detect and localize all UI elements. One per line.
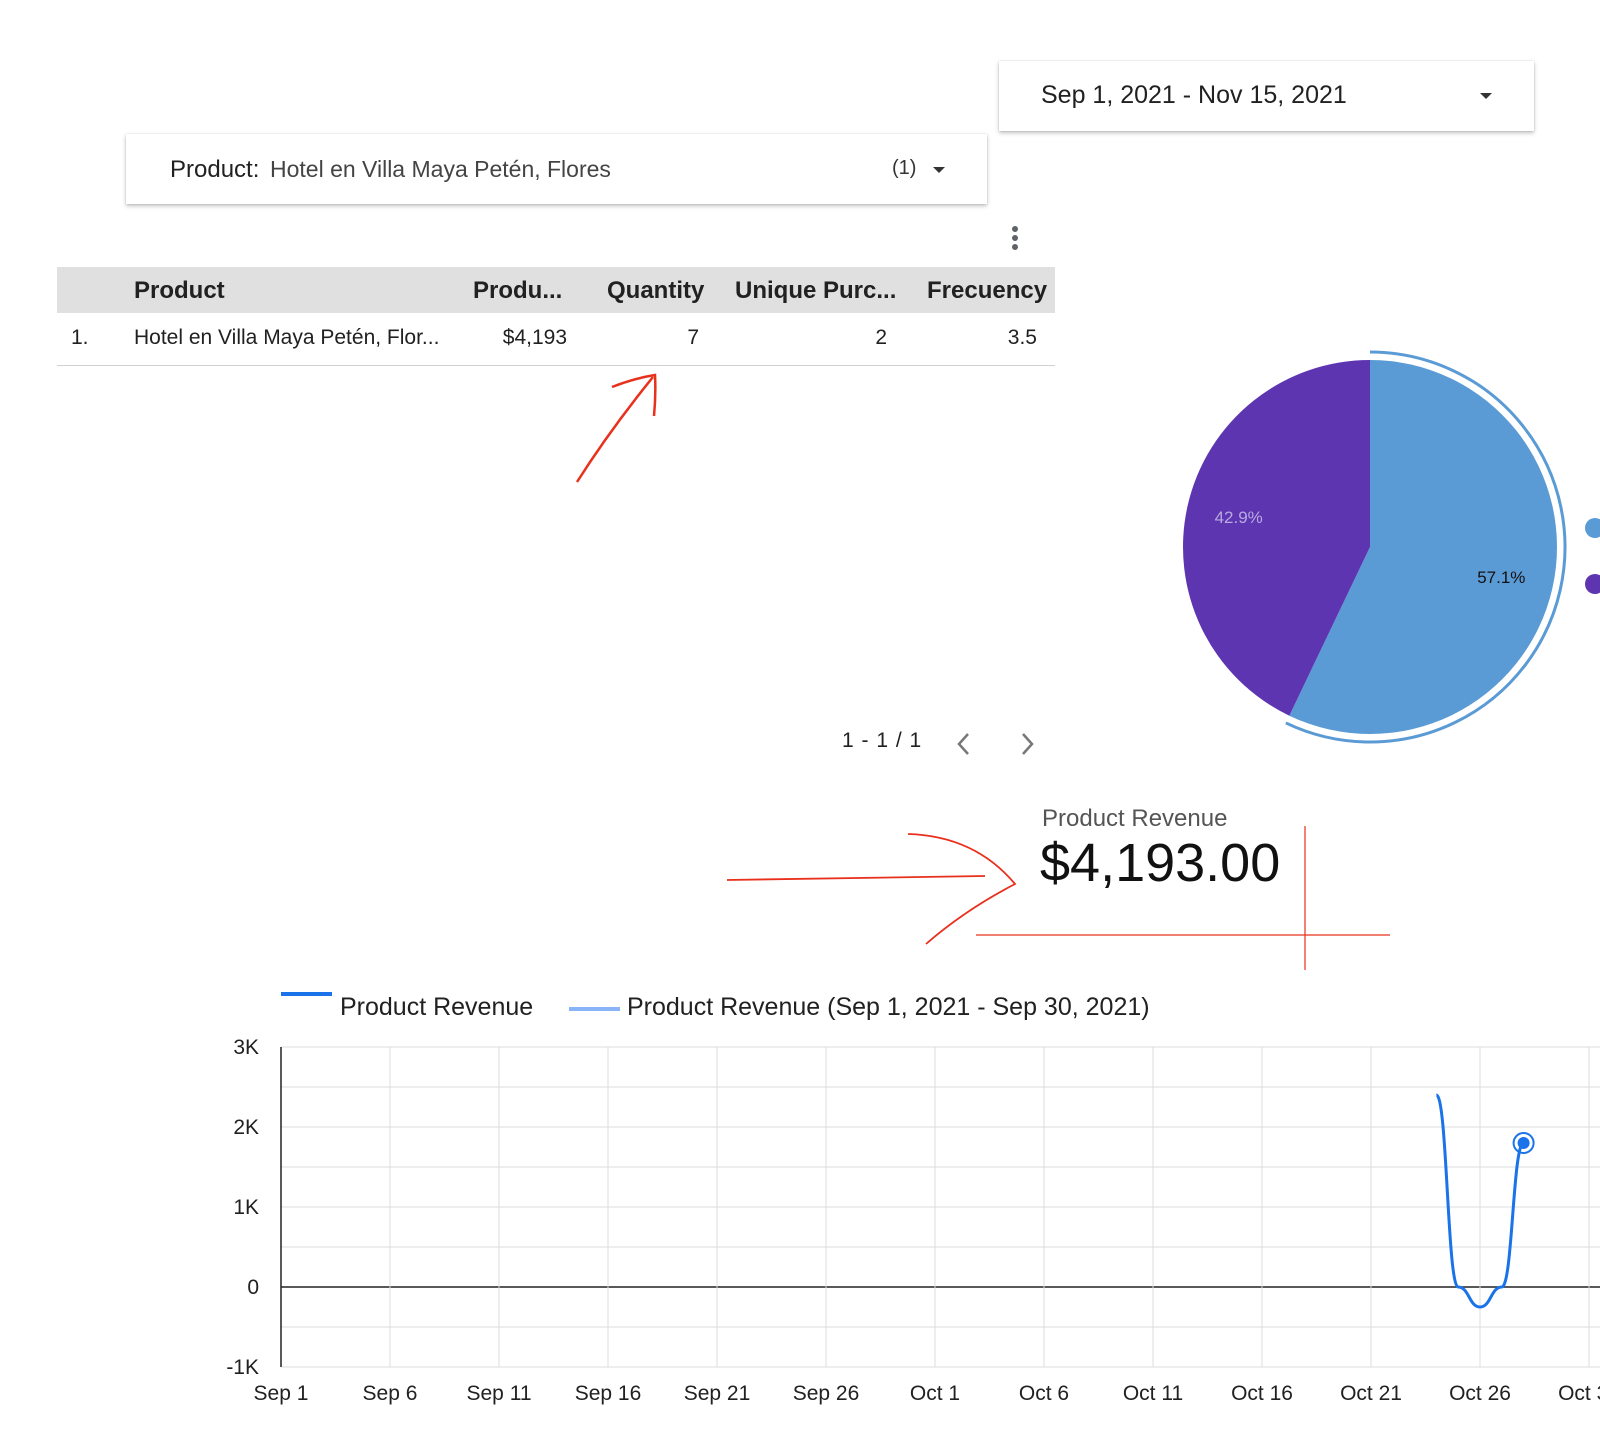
column-header-quantity[interactable]: Quantity <box>607 277 705 304</box>
column-header-revenue[interactable]: Produ... <box>473 277 563 304</box>
x-tick-label: Sep 11 <box>467 1382 532 1405</box>
pagination-text: 1 - 1 / 1 <box>842 729 923 752</box>
annotation-arrow-up <box>575 376 654 483</box>
chevron-right-icon[interactable] <box>1016 729 1038 759</box>
filter-label: Product: <box>170 156 260 183</box>
product-filter-control[interactable]: Product: Hotel en Villa Maya Petén, Flor… <box>126 134 987 204</box>
cell-frequency: 3.5 <box>1007 326 1037 349</box>
series-point[interactable] <box>1517 1137 1530 1149</box>
series-point-ring[interactable] <box>1512 1132 1535 1154</box>
column-header-frequency[interactable]: Frecuency <box>927 277 1048 304</box>
pie-chart: 57.1% 42.9% <box>1183 350 1600 744</box>
legend-swatch-comparison <box>569 1007 620 1011</box>
date-range-control[interactable]: Sep 1, 2021 - Nov 15, 2021 <box>999 61 1534 131</box>
x-tick-label: Sep 6 <box>363 1382 418 1405</box>
pie-slice[interactable] <box>1183 360 1370 716</box>
chevron-down-icon[interactable] <box>1480 93 1492 99</box>
pie-slice[interactable] <box>1289 360 1557 734</box>
column-header-product[interactable]: Product <box>134 277 225 304</box>
pie-slice-label: 42.9% <box>1215 508 1263 527</box>
x-tick-label: Sep 26 <box>793 1382 860 1405</box>
annotation-arrow-right <box>726 875 986 881</box>
x-tick-label: Oct 21 <box>1340 1382 1402 1405</box>
product-table: Product Produ... Quantity Unique Purc...… <box>57 267 1055 366</box>
column-header-unique-purchases[interactable]: Unique Purc... <box>735 277 897 304</box>
scorecard-value: $4,193.00 <box>1040 833 1281 893</box>
table-header: Product Produ... Quantity Unique Purc...… <box>57 267 1055 313</box>
row-index: 1. <box>71 326 89 349</box>
x-tick-label: Oct 16 <box>1231 1382 1293 1405</box>
x-tick-label: Oct 26 <box>1449 1382 1511 1405</box>
legend-label-primary: Product Revenue <box>340 993 534 1021</box>
date-range-value: Sep 1, 2021 - Nov 15, 2021 <box>1041 81 1347 109</box>
line-chart: Sep 1 Sep 6 Sep 11 Sep 16 Sep 21 Sep 26 Oct 1 O… <box>226 1036 1600 1405</box>
more-options-icon[interactable] <box>1008 226 1022 254</box>
x-tick-label: Sep 21 <box>684 1382 751 1405</box>
chevron-left-icon[interactable] <box>953 729 975 759</box>
x-tick-label: Oct 31 <box>1558 1382 1600 1405</box>
y-tick-label: 3K <box>233 1036 259 1059</box>
legend-swatch-primary <box>281 992 332 996</box>
legend-label-comparison: Product Revenue (Sep 1, 2021 - Sep 30, 2… <box>627 993 1150 1021</box>
pie-slice-label: 57.1% <box>1477 568 1525 587</box>
chevron-down-icon[interactable] <box>933 167 945 173</box>
x-tick-label: Oct 11 <box>1123 1382 1183 1405</box>
filter-count: (1) <box>892 157 917 179</box>
y-tick-label: 0 <box>247 1276 259 1299</box>
annotation-arrowhead <box>611 373 657 417</box>
cell-quantity: 7 <box>687 326 699 349</box>
y-tick-label: 2K <box>233 1116 259 1139</box>
series-line <box>1434 1093 1526 1309</box>
pie-highlight-arc <box>1285 350 1567 744</box>
y-tick-label: -1K <box>226 1356 259 1379</box>
filter-value: Hotel en Villa Maya Petén, Flores <box>270 156 611 182</box>
x-tick-label: Sep 16 <box>575 1382 642 1405</box>
cell-revenue: $4,193 <box>502 326 567 349</box>
table-row[interactable]: 1. Hotel en Villa Maya Petén, Flor... $4… <box>57 313 1055 366</box>
x-tick-label: Oct 6 <box>1019 1382 1069 1405</box>
scorecard-label: Product Revenue <box>1042 805 1228 832</box>
x-tick-label: Sep 1 <box>254 1382 309 1405</box>
pie-legend-dot <box>1585 574 1600 594</box>
annotation-arrowhead-right <box>907 833 1017 945</box>
pie-legend-dot <box>1585 518 1600 538</box>
cell-unique-purchases: 2 <box>875 326 887 349</box>
x-tick-label: Oct 1 <box>910 1382 960 1405</box>
y-tick-label: 1K <box>233 1196 259 1219</box>
cell-product: Hotel en Villa Maya Petén, Flor... <box>134 326 440 349</box>
